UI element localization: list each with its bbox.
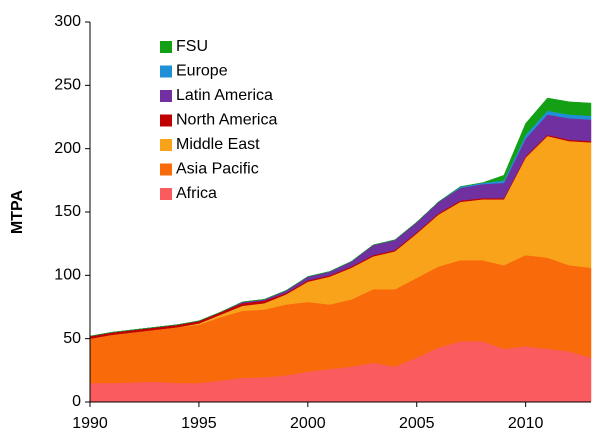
x-tick-label: 1990 <box>72 415 108 432</box>
legend-label: Middle East <box>176 136 260 153</box>
legend-swatch <box>160 163 172 176</box>
y-tick-label: 50 <box>63 330 81 347</box>
legend-swatch <box>160 90 172 102</box>
y-tick-label: 100 <box>54 267 81 284</box>
legend-label: Europe <box>176 63 228 80</box>
y-axis-label: MTPA <box>9 189 26 234</box>
y-tick-label: 200 <box>54 140 81 157</box>
y-tick-label: 150 <box>54 203 81 220</box>
legend-swatch <box>160 188 172 200</box>
x-tick-label: 2010 <box>508 415 544 432</box>
legend-label: North America <box>176 112 277 129</box>
legend-swatch <box>160 41 172 53</box>
legend-swatch <box>160 65 172 78</box>
x-tick-label: 1995 <box>181 415 217 432</box>
y-tick-label: 300 <box>54 13 81 30</box>
x-tick-label: 2005 <box>399 415 435 432</box>
y-tick-label: 0 <box>72 393 81 410</box>
legend-label: Latin America <box>176 87 273 104</box>
y-tick-label: 250 <box>54 77 81 94</box>
legend-swatch <box>160 139 172 151</box>
area <box>89 97 592 337</box>
legend-label: Africa <box>176 185 217 202</box>
legend-label: FSU <box>176 38 208 55</box>
x-tick-label: 2000 <box>290 415 326 432</box>
legend-swatch <box>160 114 172 127</box>
legend-label: Asia Pacific <box>176 161 259 178</box>
